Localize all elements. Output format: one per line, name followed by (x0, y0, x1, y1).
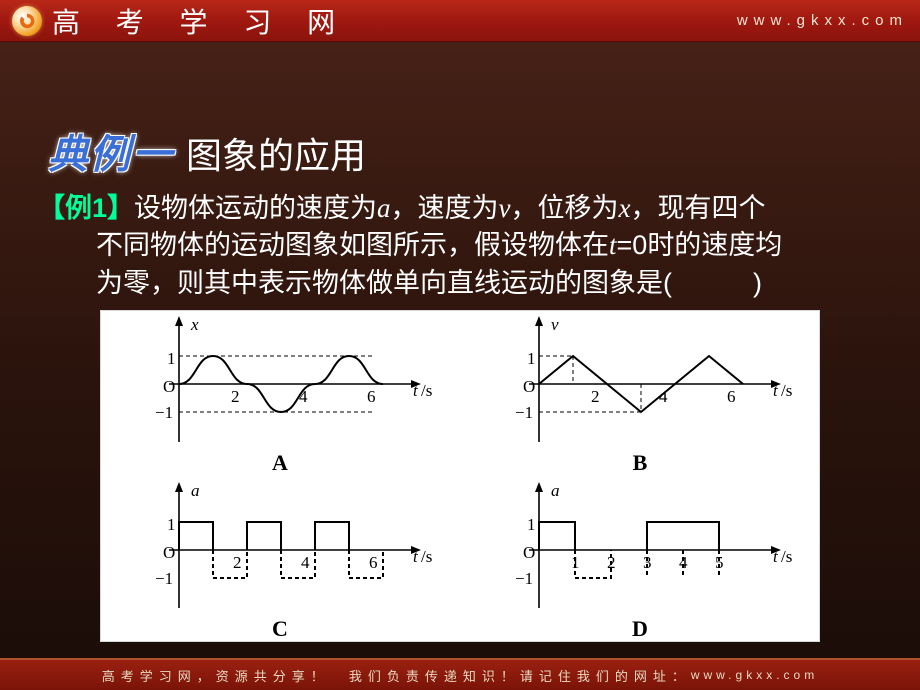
svg-text:4: 4 (679, 553, 688, 572)
svg-text:O: O (163, 543, 175, 562)
svg-text:1: 1 (167, 349, 176, 368)
svg-text:O: O (523, 543, 535, 562)
option-c-label: C (272, 616, 288, 642)
svg-text:5: 5 (715, 553, 724, 572)
svg-text:x: x (190, 315, 199, 334)
footer-url: www.gkxx.com (691, 668, 818, 682)
svg-text:6: 6 (727, 387, 736, 406)
site-url: www.gkxx.com (737, 12, 908, 29)
example-text: 【例1】设物体运动的速度为a，速度为v，位移为x，现有四个 不同物体的运动图象如… (30, 190, 890, 302)
svg-text:/s: /s (781, 381, 792, 400)
bottom-bar: 高考学习网，资源共分享！ 我们负责传递知识！请记住我们的网址： www.gkxx… (0, 658, 920, 690)
chart-panel: x t/s O 1 −1 2 4 6 (100, 310, 820, 642)
slide-content: 典例一 图象的应用 【例1】设物体运动的速度为a，速度为v，位移为x，现有四个 … (0, 42, 920, 642)
svg-text:−1: −1 (515, 403, 533, 422)
option-d-label: D (632, 616, 648, 642)
svg-text:/s: /s (421, 547, 432, 566)
chart-b-svg: v t/s O 1 −1 2 4 6 (475, 314, 805, 452)
svg-text:−1: −1 (515, 569, 533, 588)
chart-a: x t/s O 1 −1 2 4 6 (100, 310, 460, 476)
footer-left: 高考学习网，资源共分享！ (102, 666, 330, 685)
logo-icon (12, 6, 42, 36)
site-title: 高 考 学 习 网 (52, 1, 737, 41)
svg-text:O: O (523, 377, 535, 396)
chart-c: a t/s O 1 −1 2 4 6 (100, 476, 460, 642)
svg-text:1: 1 (527, 349, 536, 368)
heading-label: 典例一 (48, 122, 174, 180)
chart-a-svg: x t/s O 1 −1 2 4 6 (115, 314, 445, 452)
chart-d: a t/s O 1 −1 1 2 3 4 5 (460, 476, 820, 642)
svg-text:6: 6 (367, 387, 376, 406)
svg-text:1: 1 (167, 515, 176, 534)
option-b-label: B (633, 450, 648, 476)
top-bar: 高 考 学 习 网 www.gkxx.com (0, 0, 920, 42)
footer-mid: 我们负责传递知识！请记住我们的网址： (349, 666, 691, 685)
svg-text:2: 2 (591, 387, 600, 406)
option-a-label: A (272, 450, 288, 476)
svg-text:a: a (551, 481, 560, 500)
svg-text:1: 1 (527, 515, 536, 534)
svg-text:3: 3 (643, 553, 652, 572)
svg-text:4: 4 (301, 553, 310, 572)
chart-d-svg: a t/s O 1 −1 1 2 3 4 5 (475, 480, 805, 618)
svg-text:−1: −1 (155, 403, 173, 422)
heading-row: 典例一 图象的应用 (30, 122, 890, 180)
chart-c-svg: a t/s O 1 −1 2 4 6 (115, 480, 445, 618)
svg-text:1: 1 (571, 553, 580, 572)
chart-b: v t/s O 1 −1 2 4 6 (460, 310, 820, 476)
svg-text:6: 6 (369, 553, 378, 572)
example-prefix: 【例1】 (38, 193, 134, 223)
heading-text: 图象的应用 (186, 127, 366, 179)
svg-text:/s: /s (421, 381, 432, 400)
svg-text:/s: /s (781, 547, 792, 566)
svg-text:O: O (163, 377, 175, 396)
svg-text:2: 2 (233, 553, 242, 572)
svg-text:v: v (551, 315, 559, 334)
svg-text:−1: −1 (155, 569, 173, 588)
svg-text:2: 2 (231, 387, 240, 406)
svg-text:a: a (191, 481, 200, 500)
